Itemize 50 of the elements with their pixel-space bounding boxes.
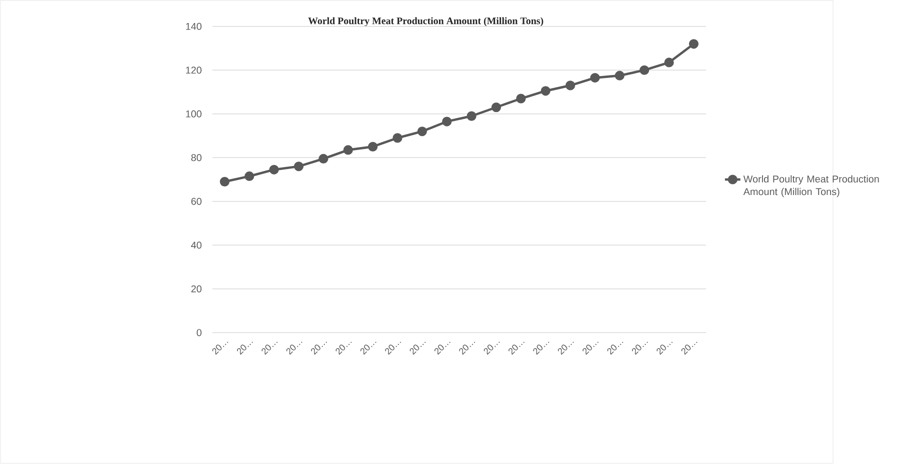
x-tick-label: 20… xyxy=(311,342,328,355)
x-tick-label: 20… xyxy=(582,342,599,355)
point xyxy=(442,116,452,126)
point xyxy=(318,154,328,164)
point xyxy=(540,86,550,96)
x-tick-label: 20… xyxy=(459,342,476,355)
x-tick-label: 20… xyxy=(484,342,500,355)
y-tick-label: 0 xyxy=(196,329,202,336)
y-tick-label: 60 xyxy=(191,198,202,205)
point xyxy=(688,39,699,49)
x-tick-label: 20… xyxy=(533,342,550,355)
x-tick-label: 20… xyxy=(336,342,352,355)
point xyxy=(614,70,624,80)
point xyxy=(491,102,502,112)
y-tick-label: 20 xyxy=(191,285,202,292)
point xyxy=(392,133,402,143)
y-tick-label: 140 xyxy=(186,22,202,30)
x-tick-label: 20… xyxy=(360,342,376,355)
chart-title: World Poultry Meat Production Amount (Million Tons) xyxy=(308,17,544,26)
point xyxy=(565,80,576,90)
point xyxy=(220,176,230,187)
x-tick-label: 20… xyxy=(434,342,450,355)
point xyxy=(664,58,674,68)
point xyxy=(368,142,378,152)
x-tick-label: 20… xyxy=(656,342,673,355)
x-tick-label: 20… xyxy=(262,342,278,355)
x-tick-label: 20… xyxy=(607,342,624,355)
x-tick-label: 20… xyxy=(558,342,574,355)
point xyxy=(417,126,427,136)
point xyxy=(244,171,254,182)
y-tick-label: 80 xyxy=(191,154,202,162)
x-tick-label: 20… xyxy=(385,342,402,355)
point xyxy=(269,164,279,175)
x-tick-label: 20… xyxy=(286,342,302,355)
x-tick-label: 20… xyxy=(236,342,253,355)
y-tick-label: 100 xyxy=(186,110,202,118)
x-tick-label: 20… xyxy=(681,342,698,355)
point xyxy=(516,94,526,104)
point xyxy=(590,73,600,83)
x-tick-label: 20… xyxy=(212,342,228,355)
point xyxy=(343,145,353,155)
y-tick-label: 120 xyxy=(186,66,202,74)
legend-label: World Poultry Meat Production Amount (Million Tons) xyxy=(743,175,879,198)
point xyxy=(294,162,304,172)
y-tick-label: 40 xyxy=(191,242,202,249)
point xyxy=(640,65,650,76)
point xyxy=(466,111,476,121)
x-tick-label: 20… xyxy=(508,342,525,355)
x-tick-label: 20… xyxy=(632,342,648,355)
x-tick-label: 20… xyxy=(410,342,426,355)
